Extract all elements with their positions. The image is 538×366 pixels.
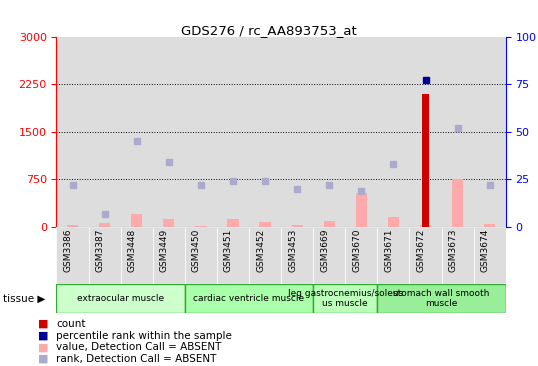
Bar xyxy=(89,37,121,227)
Bar xyxy=(195,226,207,227)
Text: tissue ▶: tissue ▶ xyxy=(3,293,45,303)
FancyBboxPatch shape xyxy=(89,227,121,284)
FancyBboxPatch shape xyxy=(56,227,89,284)
Text: GSM3453: GSM3453 xyxy=(288,229,297,272)
Bar xyxy=(259,222,271,227)
Text: ■: ■ xyxy=(38,319,48,329)
FancyBboxPatch shape xyxy=(281,227,313,284)
FancyBboxPatch shape xyxy=(345,227,377,284)
Text: value, Detection Call = ABSENT: value, Detection Call = ABSENT xyxy=(56,342,222,352)
FancyBboxPatch shape xyxy=(409,227,442,284)
Text: leg gastrocnemius/soleus
us muscle: leg gastrocnemius/soleus us muscle xyxy=(288,288,403,308)
Bar xyxy=(292,225,303,227)
Bar xyxy=(484,224,495,227)
Text: percentile rank within the sample: percentile rank within the sample xyxy=(56,330,232,341)
FancyBboxPatch shape xyxy=(377,227,409,284)
Text: stomach wall smooth
muscle: stomach wall smooth muscle xyxy=(393,288,490,308)
Text: GSM3451: GSM3451 xyxy=(224,229,233,272)
Text: count: count xyxy=(56,319,86,329)
Text: GSM3387: GSM3387 xyxy=(96,229,104,272)
Bar xyxy=(452,179,463,227)
Bar xyxy=(313,37,345,227)
Bar xyxy=(422,94,429,227)
FancyBboxPatch shape xyxy=(377,284,506,313)
Text: GSM3674: GSM3674 xyxy=(480,229,490,272)
Text: ■: ■ xyxy=(38,354,48,364)
Bar xyxy=(377,37,409,227)
Text: GSM3448: GSM3448 xyxy=(128,229,137,272)
Text: ■: ■ xyxy=(38,342,48,352)
FancyBboxPatch shape xyxy=(473,227,506,284)
Text: GSM3673: GSM3673 xyxy=(449,229,458,272)
Bar xyxy=(131,214,143,227)
Text: GSM3386: GSM3386 xyxy=(63,229,73,272)
Bar xyxy=(153,37,185,227)
Bar xyxy=(185,37,217,227)
FancyBboxPatch shape xyxy=(185,284,313,313)
Bar xyxy=(67,225,78,227)
FancyBboxPatch shape xyxy=(442,227,473,284)
Bar xyxy=(473,37,506,227)
Text: GSM3450: GSM3450 xyxy=(192,229,201,272)
Bar xyxy=(121,37,153,227)
FancyBboxPatch shape xyxy=(313,284,377,313)
Bar xyxy=(217,37,249,227)
Bar xyxy=(249,37,281,227)
Text: GSM3449: GSM3449 xyxy=(160,229,169,272)
Bar xyxy=(388,217,399,227)
Bar xyxy=(409,37,442,227)
Text: GSM3452: GSM3452 xyxy=(256,229,265,272)
Text: GSM3671: GSM3671 xyxy=(385,229,393,272)
Bar xyxy=(420,225,431,227)
FancyBboxPatch shape xyxy=(313,227,345,284)
Bar xyxy=(281,37,313,227)
Bar xyxy=(345,37,377,227)
Bar xyxy=(324,221,335,227)
Text: cardiac ventricle muscle: cardiac ventricle muscle xyxy=(194,294,305,303)
Text: ■: ■ xyxy=(38,330,48,341)
Bar xyxy=(56,37,89,227)
Bar xyxy=(356,193,367,227)
FancyBboxPatch shape xyxy=(153,227,185,284)
Bar xyxy=(163,219,174,227)
FancyBboxPatch shape xyxy=(56,284,185,313)
FancyBboxPatch shape xyxy=(121,227,153,284)
Text: GSM3670: GSM3670 xyxy=(352,229,362,272)
FancyBboxPatch shape xyxy=(185,227,217,284)
FancyBboxPatch shape xyxy=(249,227,281,284)
FancyBboxPatch shape xyxy=(217,227,249,284)
Text: GDS276 / rc_AA893753_at: GDS276 / rc_AA893753_at xyxy=(181,24,357,37)
Bar xyxy=(228,219,238,227)
Text: extraocular muscle: extraocular muscle xyxy=(77,294,164,303)
Text: rank, Detection Call = ABSENT: rank, Detection Call = ABSENT xyxy=(56,354,217,364)
Bar xyxy=(442,37,473,227)
Text: GSM3669: GSM3669 xyxy=(320,229,329,272)
Text: GSM3672: GSM3672 xyxy=(416,229,426,272)
Bar xyxy=(99,223,110,227)
